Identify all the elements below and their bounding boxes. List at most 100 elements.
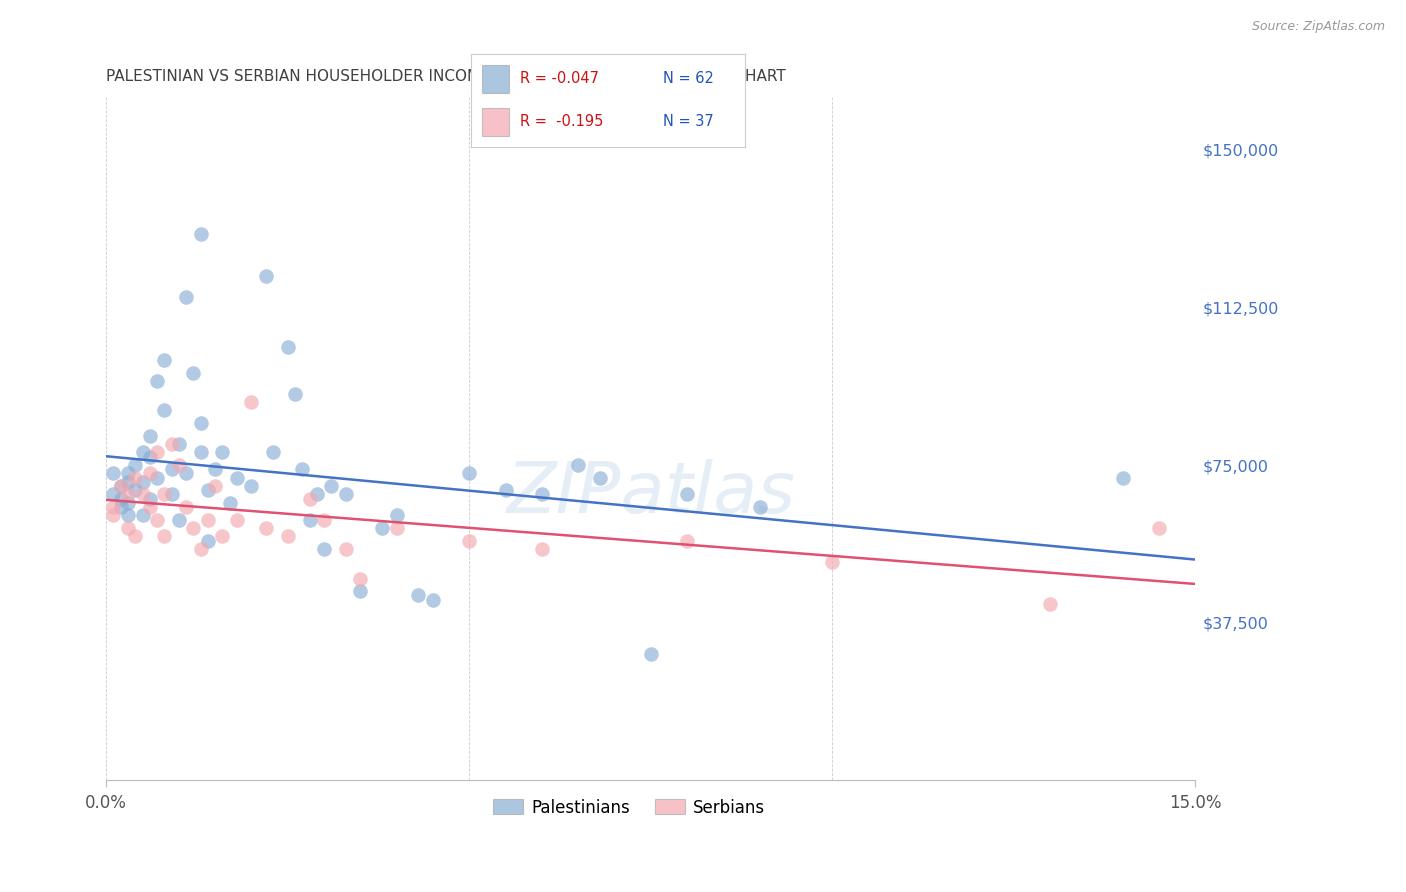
Text: R = -0.047: R = -0.047 (520, 71, 599, 87)
Text: Source: ZipAtlas.com: Source: ZipAtlas.com (1251, 20, 1385, 33)
Point (139, 500, 162, 514)
FancyBboxPatch shape (482, 65, 509, 93)
Point (174, 500, 197, 514)
Point (530, 542, 553, 557)
Point (1111, 470, 1133, 484)
Point (277, 340, 299, 354)
Point (676, 487, 699, 501)
Point (458, 467, 481, 481)
Point (146, 513, 169, 527)
Point (240, 395, 263, 409)
Point (124, 458, 146, 472)
Point (254, 268, 277, 283)
Point (103, 487, 125, 501)
Point (183, 366, 205, 380)
Point (110, 479, 132, 493)
Point (110, 491, 132, 506)
Point (305, 487, 328, 501)
Point (160, 437, 183, 451)
Point (124, 470, 146, 484)
Point (103, 467, 125, 481)
Point (183, 521, 205, 535)
Point (748, 500, 770, 514)
Point (139, 491, 162, 506)
Text: PALESTINIAN VS SERBIAN HOUSEHOLDER INCOME OVER 65 YEARS CORRELATION CHART: PALESTINIAN VS SERBIAN HOUSEHOLDER INCOM… (107, 69, 786, 84)
Point (349, 584, 371, 599)
Point (291, 462, 314, 476)
Point (254, 521, 277, 535)
Point (190, 445, 212, 459)
Point (298, 491, 321, 506)
Point (226, 470, 249, 484)
Point (153, 403, 176, 417)
Text: N = 37: N = 37 (664, 114, 714, 129)
Point (458, 533, 481, 548)
Point (321, 479, 343, 493)
Point (1147, 521, 1170, 535)
Point (197, 513, 219, 527)
Point (153, 529, 176, 543)
Point (117, 496, 139, 510)
Point (124, 483, 146, 498)
Point (226, 513, 249, 527)
Point (1039, 597, 1062, 611)
Point (335, 542, 357, 557)
Point (139, 428, 162, 442)
Text: ZIPatlas: ZIPatlas (506, 458, 796, 528)
FancyBboxPatch shape (482, 108, 509, 136)
Text: N = 62: N = 62 (664, 71, 714, 87)
Point (190, 416, 212, 430)
Point (371, 521, 394, 535)
Point (146, 374, 169, 388)
Point (131, 508, 153, 523)
Point (197, 483, 219, 498)
Point (139, 450, 162, 464)
Point (312, 513, 335, 527)
Point (103, 500, 125, 514)
Point (131, 487, 153, 501)
Point (190, 227, 212, 241)
Point (567, 458, 589, 472)
Point (124, 529, 146, 543)
Point (211, 445, 233, 459)
Point (385, 508, 408, 523)
Point (117, 487, 139, 501)
Point (117, 508, 139, 523)
Point (495, 483, 517, 498)
Point (204, 462, 226, 476)
Point (103, 508, 125, 523)
Point (117, 467, 139, 481)
Point (131, 475, 153, 489)
Point (110, 500, 132, 514)
Point (117, 521, 139, 535)
Point (190, 542, 212, 557)
Point (530, 487, 553, 501)
Point (589, 470, 612, 484)
Point (821, 555, 844, 569)
Point (676, 533, 699, 548)
Point (277, 529, 299, 543)
Point (408, 588, 430, 602)
Point (240, 479, 263, 493)
Point (110, 479, 132, 493)
Point (640, 647, 662, 661)
Point (335, 487, 357, 501)
Point (146, 445, 169, 459)
Point (160, 462, 183, 476)
Legend: Palestinians, Serbians: Palestinians, Serbians (486, 792, 772, 823)
Point (167, 458, 190, 472)
Point (117, 475, 139, 489)
Point (153, 353, 176, 368)
Point (131, 445, 153, 459)
Point (204, 479, 226, 493)
Point (197, 533, 219, 548)
Text: R =  -0.195: R = -0.195 (520, 114, 603, 129)
Point (211, 529, 233, 543)
Point (174, 467, 197, 481)
Point (167, 513, 190, 527)
Point (174, 290, 197, 304)
Point (167, 437, 190, 451)
Point (312, 542, 335, 557)
Point (160, 487, 183, 501)
Point (349, 572, 371, 586)
